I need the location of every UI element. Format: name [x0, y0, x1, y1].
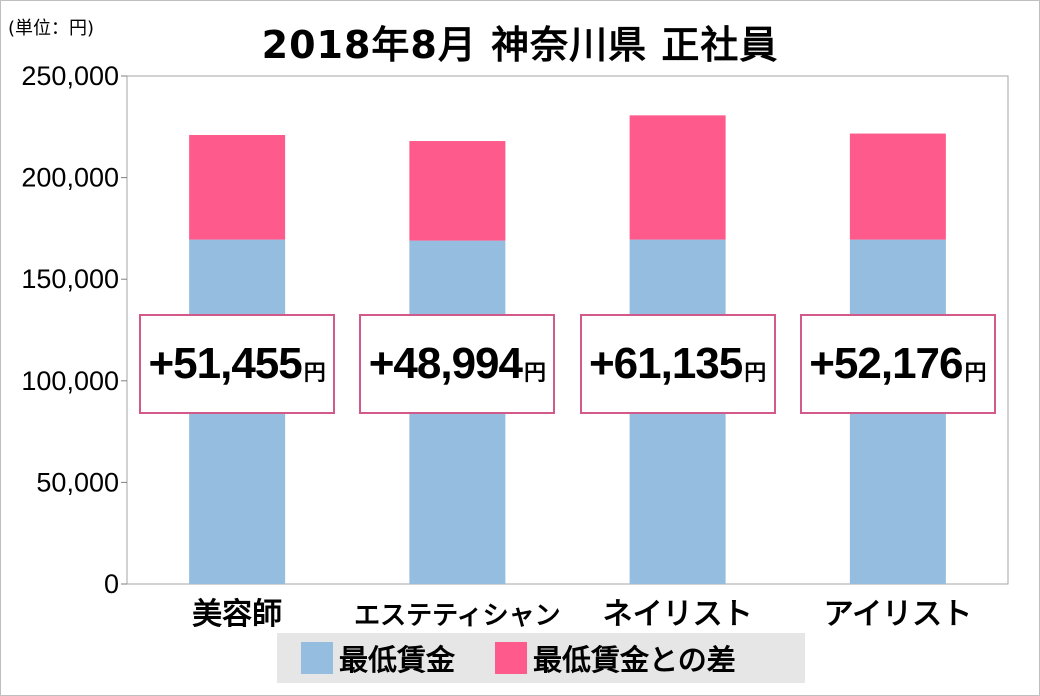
diff-value: +52,176 — [809, 339, 963, 388]
bar-diff — [409, 141, 506, 241]
diff-unit: 円 — [964, 361, 987, 386]
category-label: 美容師 — [192, 597, 282, 632]
y-tick-label: 0 — [104, 569, 119, 599]
bar-diff — [189, 135, 286, 240]
y-tick-label: 250,000 — [21, 61, 119, 91]
diff-label-0: +51,455 円 — [139, 314, 336, 414]
diff-label-1: +48,994 円 — [359, 314, 556, 414]
y-tick-label: 150,000 — [21, 264, 119, 294]
bar-diff — [629, 115, 726, 240]
legend-label-diff: 最低賃金との差 — [533, 643, 736, 677]
category-label: ネイリスト — [603, 597, 753, 632]
bar-diff — [849, 133, 946, 240]
diff-label-3: +52,176 円 — [799, 314, 996, 414]
category-label: アイリスト — [824, 597, 973, 632]
plot-area — [126, 75, 1009, 585]
y-tick-label: 200,000 — [21, 163, 119, 193]
legend-swatch-diff — [495, 642, 528, 674]
diff-value: +48,994 — [368, 339, 523, 388]
diff-label-2: +61,135 円 — [579, 314, 776, 414]
diff-value: +61,135 — [588, 339, 743, 388]
legend-item-diff: 最低賃金との差 — [495, 637, 736, 679]
diff-unit: 円 — [744, 361, 767, 386]
y-tick-label: 100,000 — [21, 366, 119, 396]
unit-label: (単位：円) — [8, 18, 95, 39]
legend-item-min-wage: 最低賃金 — [301, 637, 455, 679]
chart-title: 2018年8月 神奈川県 正社員 — [261, 23, 779, 67]
y-tick-label: 50,000 — [36, 467, 119, 497]
legend-label-min-wage: 最低賃金 — [339, 643, 456, 677]
diff-unit: 円 — [524, 361, 547, 386]
diff-unit: 円 — [303, 361, 326, 386]
category-label: エステティシャン — [354, 601, 560, 631]
chart-legend: 最低賃金 最低賃金との差 — [277, 633, 805, 683]
legend-swatch-min-wage — [301, 642, 333, 674]
diff-value: +51,455 — [148, 339, 302, 388]
